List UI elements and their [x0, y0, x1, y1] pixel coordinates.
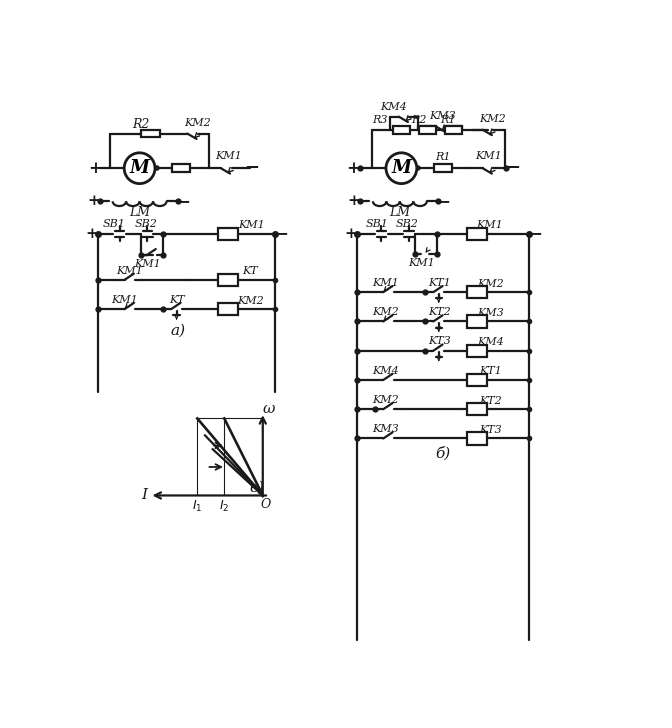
Text: R1: R1 [435, 152, 451, 162]
Text: KM2: KM2 [477, 279, 504, 289]
Text: KM1: KM1 [116, 266, 143, 276]
Bar [218, 228, 238, 240]
Text: R2: R2 [411, 116, 427, 125]
Text: KM2: KM2 [184, 118, 211, 128]
Text: +: + [87, 194, 99, 208]
Text: $I_2$: $I_2$ [219, 499, 229, 514]
Text: KM4: KM4 [380, 102, 407, 111]
Text: KM1: KM1 [134, 259, 161, 269]
Text: KM1: KM1 [372, 278, 399, 288]
Text: +: + [347, 159, 361, 177]
Text: SB2: SB2 [396, 218, 419, 229]
Bar [393, 126, 410, 133]
Bar [467, 373, 487, 386]
Text: O: O [261, 498, 271, 511]
Text: SB1: SB1 [103, 218, 126, 229]
Text: KT1: KT1 [429, 278, 452, 288]
Text: −: − [436, 193, 450, 210]
Text: а): а) [171, 324, 185, 338]
Bar [218, 274, 238, 286]
Text: KM3: KM3 [372, 424, 399, 434]
Text: $I_1$: $I_1$ [192, 499, 202, 514]
Text: −: − [274, 225, 288, 242]
Text: R3: R3 [372, 116, 388, 125]
Bar [141, 130, 160, 138]
Text: KT3: KT3 [479, 425, 502, 435]
Text: KM4: KM4 [477, 337, 504, 347]
Text: KM2: KM2 [237, 296, 264, 306]
Text: +: + [85, 226, 98, 241]
Text: −: − [528, 225, 542, 242]
Text: −: − [176, 193, 190, 210]
Text: KT1: KT1 [479, 366, 502, 376]
Text: LM: LM [129, 205, 150, 218]
Text: KM1: KM1 [475, 151, 502, 161]
Text: KM1: KM1 [476, 220, 503, 230]
Bar [172, 165, 190, 172]
Bar [467, 403, 487, 416]
Text: SB2: SB2 [134, 218, 157, 229]
Text: +: + [344, 226, 357, 241]
Text: ω: ω [263, 403, 275, 416]
Text: +: + [88, 159, 102, 177]
Text: KM1: KM1 [111, 295, 138, 305]
Text: R2: R2 [132, 118, 150, 131]
Text: KM1: KM1 [408, 258, 435, 268]
Text: KT2: KT2 [429, 307, 452, 317]
Bar [467, 344, 487, 357]
Text: LM: LM [389, 205, 411, 218]
Text: I: I [141, 488, 147, 502]
Text: б): б) [435, 447, 451, 461]
Text: KT: KT [242, 266, 257, 277]
Text: в): в) [249, 480, 264, 495]
Circle shape [386, 153, 417, 183]
Bar [467, 432, 487, 445]
Text: M: M [130, 159, 149, 177]
Text: KM3: KM3 [477, 308, 504, 318]
Text: +: + [347, 194, 360, 208]
Text: R1: R1 [440, 116, 456, 125]
Bar [467, 286, 487, 298]
Text: KM2: KM2 [480, 114, 507, 124]
Bar [419, 126, 436, 133]
Text: KT: KT [169, 295, 184, 305]
Bar [446, 126, 462, 133]
Bar [433, 165, 452, 172]
Text: −: − [505, 159, 520, 177]
Text: KT3: KT3 [429, 336, 452, 347]
Text: KM1: KM1 [238, 220, 265, 230]
Text: −: − [244, 159, 259, 177]
Text: SB1: SB1 [366, 218, 388, 229]
Text: KT2: KT2 [479, 396, 502, 405]
Circle shape [124, 153, 155, 183]
Text: KM2: KM2 [372, 395, 399, 405]
Text: KM2: KM2 [372, 307, 399, 317]
Text: KM3: KM3 [429, 111, 456, 121]
Bar [218, 303, 238, 315]
Text: KM1: KM1 [215, 151, 241, 161]
Text: M: M [392, 159, 411, 177]
Bar [467, 315, 487, 328]
Text: KM4: KM4 [372, 365, 399, 376]
Bar [467, 228, 487, 240]
